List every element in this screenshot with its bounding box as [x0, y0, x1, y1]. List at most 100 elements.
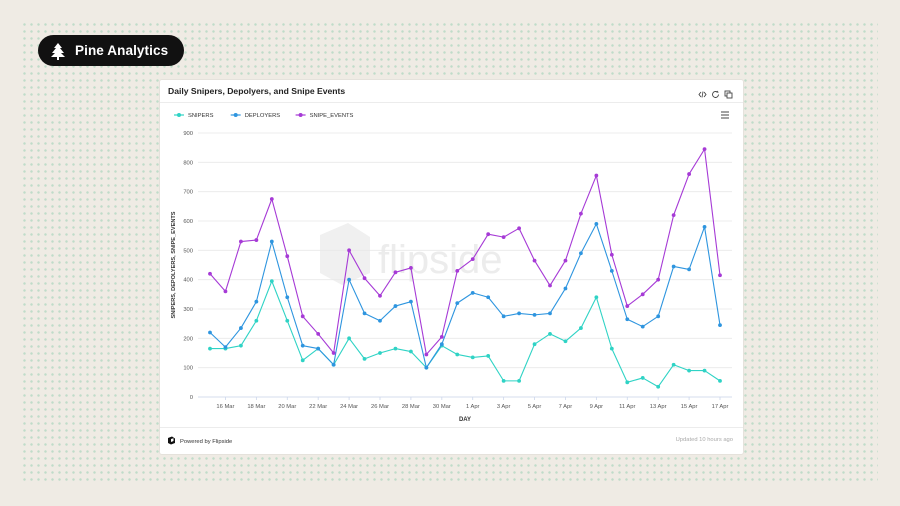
data-point[interactable]: [640, 376, 645, 380]
code-icon[interactable]: [698, 86, 707, 98]
data-point[interactable]: [687, 267, 691, 272]
data-point[interactable]: [378, 293, 382, 298]
data-point[interactable]: [393, 304, 398, 308]
brand-badge[interactable]: Pine Analytics: [38, 35, 185, 66]
data-point[interactable]: [548, 332, 552, 336]
data-point[interactable]: [239, 326, 243, 330]
data-point[interactable]: [486, 232, 491, 237]
menu-icon[interactable]: [721, 111, 729, 119]
legend-item[interactable]: SNIPERS: [174, 113, 214, 119]
data-point[interactable]: [362, 311, 367, 316]
data-point[interactable]: [285, 254, 290, 259]
data-point[interactable]: [316, 346, 321, 351]
data-point[interactable]: [439, 342, 444, 347]
data-point[interactable]: [609, 268, 614, 273]
data-point[interactable]: [517, 226, 521, 231]
data-point[interactable]: [548, 283, 552, 288]
data-point[interactable]: [331, 351, 336, 355]
data-point[interactable]: [208, 330, 212, 335]
data-point[interactable]: [671, 362, 676, 367]
data-point[interactable]: [269, 279, 274, 284]
data-point[interactable]: [300, 343, 305, 348]
data-point[interactable]: [687, 172, 691, 176]
data-point[interactable]: [718, 323, 722, 328]
data-point[interactable]: [300, 314, 305, 319]
data-point[interactable]: [347, 336, 351, 341]
data-point[interactable]: [208, 271, 212, 276]
data-point[interactable]: [640, 324, 645, 329]
data-point[interactable]: [439, 334, 444, 339]
data-point[interactable]: [409, 299, 413, 304]
data-point[interactable]: [532, 312, 537, 317]
data-point[interactable]: [702, 147, 707, 152]
data-point[interactable]: [269, 197, 274, 201]
data-point[interactable]: [687, 368, 691, 373]
data-point[interactable]: [656, 277, 661, 282]
data-point[interactable]: [609, 346, 614, 351]
data-point[interactable]: [671, 264, 676, 269]
data-point[interactable]: [501, 314, 506, 319]
data-point[interactable]: [579, 326, 583, 330]
data-point[interactable]: [223, 289, 228, 294]
data-point[interactable]: [285, 295, 290, 300]
data-point[interactable]: [718, 273, 722, 278]
data-point[interactable]: [579, 251, 583, 256]
data-point[interactable]: [625, 380, 630, 385]
data-point[interactable]: [625, 304, 630, 308]
data-point[interactable]: [486, 354, 491, 358]
data-point[interactable]: [455, 352, 460, 357]
data-point[interactable]: [702, 368, 707, 373]
data-point[interactable]: [269, 239, 274, 244]
data-point[interactable]: [532, 258, 537, 263]
data-point[interactable]: [594, 222, 599, 226]
data-point[interactable]: [656, 314, 661, 319]
data-point[interactable]: [424, 352, 429, 357]
data-point[interactable]: [563, 339, 568, 344]
data-point[interactable]: [501, 378, 506, 383]
data-point[interactable]: [702, 224, 707, 229]
data-point[interactable]: [254, 318, 259, 323]
data-point[interactable]: [548, 311, 552, 316]
data-point[interactable]: [470, 355, 475, 360]
data-point[interactable]: [455, 301, 460, 306]
data-point[interactable]: [409, 266, 413, 270]
data-point[interactable]: [579, 211, 583, 216]
data-point[interactable]: [362, 356, 367, 361]
data-point[interactable]: [316, 332, 321, 336]
data-point[interactable]: [378, 318, 382, 323]
data-point[interactable]: [455, 268, 460, 273]
data-point[interactable]: [470, 290, 475, 295]
data-point[interactable]: [625, 317, 630, 322]
legend-item[interactable]: DEPLOYERS: [230, 113, 281, 119]
data-point[interactable]: [640, 292, 645, 297]
refresh-icon[interactable]: [711, 86, 720, 98]
data-point[interactable]: [254, 238, 259, 242]
data-point[interactable]: [347, 277, 351, 282]
data-point[interactable]: [517, 378, 521, 383]
data-point[interactable]: [656, 384, 661, 389]
data-point[interactable]: [208, 346, 212, 351]
data-point[interactable]: [594, 173, 599, 178]
data-point[interactable]: [254, 299, 259, 304]
data-point[interactable]: [393, 270, 398, 275]
data-point[interactable]: [347, 248, 351, 253]
data-point[interactable]: [285, 318, 290, 323]
data-point[interactable]: [532, 342, 537, 347]
data-point[interactable]: [470, 257, 475, 262]
data-point[interactable]: [239, 343, 243, 348]
data-point[interactable]: [362, 276, 367, 281]
data-point[interactable]: [239, 239, 243, 244]
data-point[interactable]: [501, 235, 506, 240]
data-point[interactable]: [424, 365, 429, 370]
data-point[interactable]: [486, 295, 491, 300]
data-point[interactable]: [563, 286, 568, 291]
data-point[interactable]: [393, 346, 398, 351]
legend-item[interactable]: SNIPE_EVENTS: [295, 113, 354, 119]
data-point[interactable]: [671, 213, 676, 218]
copy-icon[interactable]: [724, 86, 733, 99]
data-point[interactable]: [609, 252, 614, 257]
data-point[interactable]: [331, 362, 336, 367]
data-point[interactable]: [300, 358, 305, 363]
data-point[interactable]: [223, 345, 228, 350]
data-point[interactable]: [517, 311, 521, 316]
